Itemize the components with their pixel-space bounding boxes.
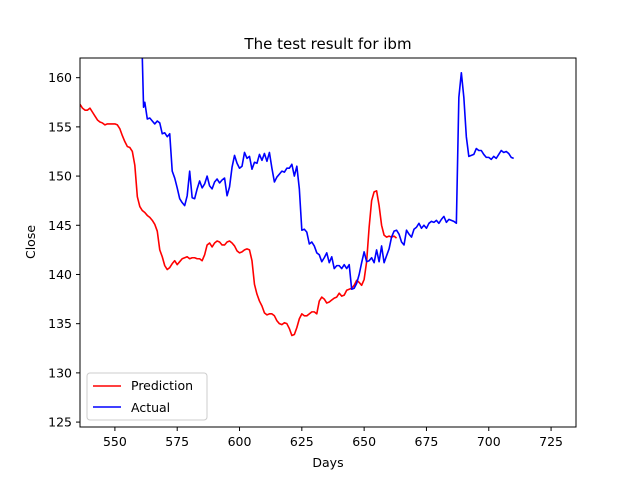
x-tick-label: 600 <box>228 434 252 449</box>
y-tick-label: 125 <box>48 415 72 430</box>
y-tick-label: 150 <box>48 169 72 184</box>
x-tick-label: 700 <box>477 434 501 449</box>
y-tick-label: 140 <box>48 267 72 282</box>
y-tick-label: 130 <box>48 365 72 380</box>
series-line-prediction <box>80 103 398 337</box>
plot-frame <box>79 57 577 428</box>
series-layer <box>80 58 514 337</box>
y-axis: 125 130 135 140 145 150 155 160 <box>48 70 80 430</box>
legend: Prediction Actual <box>86 372 208 421</box>
x-tick-label: 650 <box>352 434 376 449</box>
legend-label-actual: Actual <box>131 400 170 415</box>
x-tick-label: 675 <box>415 434 439 449</box>
x-tick-label: 575 <box>165 434 189 449</box>
x-axis: 550 575 600 625 650 675 700 725 <box>103 427 563 449</box>
y-tick-label: 135 <box>48 316 72 331</box>
x-tick-label: 550 <box>103 434 127 449</box>
y-tick-label: 160 <box>48 70 72 85</box>
y-tick-label: 155 <box>48 119 72 134</box>
y-axis-label: Close <box>23 225 38 259</box>
legend-box <box>86 372 208 421</box>
x-tick-label: 625 <box>290 434 314 449</box>
chart-title: The test result for ibm <box>243 35 411 53</box>
legend-label-prediction: Prediction <box>131 378 193 393</box>
y-tick-label: 145 <box>48 218 72 233</box>
x-axis-label: Days <box>312 455 343 470</box>
x-tick-label: 725 <box>539 434 563 449</box>
series-line-actual <box>141 58 514 291</box>
